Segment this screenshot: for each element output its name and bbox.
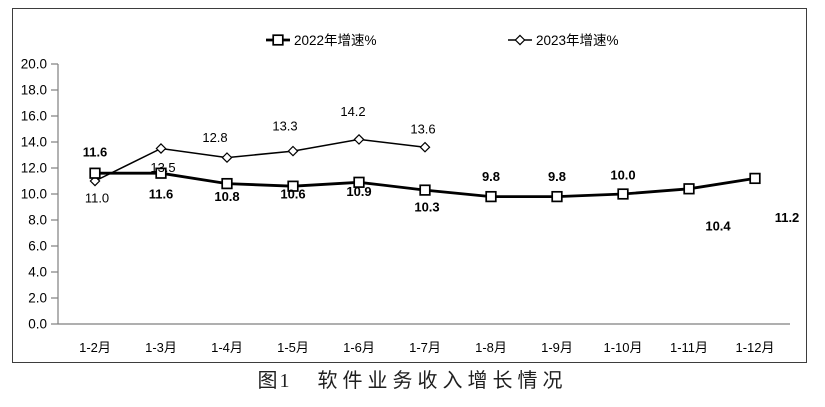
data-point-label: 10.0 [610, 168, 635, 183]
y-axis-tick-label: 12.0 [21, 161, 47, 176]
data-point-label: 10.4 [705, 218, 731, 233]
axes: 0.0 2.0 4.0 6.0 8.0 10.0 12.0 14.0 16.0 18.0 20.0 1… [21, 57, 790, 355]
data-point-label: 11.0 [85, 191, 109, 206]
data-labels-2022年增速%: 11.6 11.6 10.8 10.6 10.9 10.3 9.8 9.8 10.0 10.4 11… [83, 145, 800, 234]
figure-number: 图1 [257, 370, 292, 392]
data-point-label: 13.6 [410, 122, 435, 137]
square-data-marker [221, 177, 233, 190]
x-axis-tick-label: 1-4月 [211, 340, 243, 355]
y-axis-tick-label: 18.0 [21, 83, 47, 98]
square-data-marker [155, 167, 167, 179]
y-axis-tick-label: 2.0 [28, 291, 47, 306]
square-data-marker [287, 180, 299, 192]
x-axis-tick-label: 1-10月 [603, 340, 642, 355]
data-point-label: 11.6 [149, 187, 174, 202]
chart-border-frame [12, 8, 807, 363]
diamond-data-marker [155, 143, 167, 154]
x-axis-tick-label: 1-11月 [670, 340, 708, 355]
y-axis-tick-label: 16.0 [21, 109, 47, 124]
x-axis-tick-label: 1-7月 [409, 340, 441, 355]
y-axis-tick-label: 10.0 [21, 187, 47, 202]
data-point-label: 14.2 [340, 104, 365, 119]
y-axis-tick-label: 14.0 [21, 135, 47, 150]
y-axis-tick-label: 6.0 [28, 239, 47, 254]
data-point-label: 11.2 [775, 210, 800, 225]
x-axis-tick-label: 1-12月 [735, 340, 774, 355]
y-axis-tick-label: 20.0 [21, 57, 47, 72]
data-point-label: 12.8 [202, 130, 227, 145]
y-axis-tick-label: 0.0 [28, 317, 47, 332]
y-axis-tick-label: 4.0 [28, 265, 47, 280]
square-data-marker [353, 176, 365, 188]
legend: 2022年增速% 2023年增速% [266, 33, 619, 48]
legend-label: 2022年增速% [294, 33, 377, 48]
square-data-marker [617, 188, 629, 200]
square-legend-marker [272, 34, 284, 46]
data-point-label: 10.9 [346, 184, 371, 199]
series-2022年增速% [89, 167, 761, 203]
square-data-marker [89, 167, 101, 179]
square-data-marker [419, 184, 431, 196]
diamond-legend-marker [514, 34, 526, 46]
figure-title: 软件业务收入增长情况 [317, 370, 568, 392]
square-data-marker [749, 172, 761, 185]
data-point-label: 9.8 [482, 169, 500, 184]
figure-caption: 图1 软件业务收入增长情况 [0, 368, 825, 394]
diamond-data-marker [89, 175, 101, 187]
series-2023年增速% [89, 133, 431, 187]
data-point-label: 9.8 [548, 169, 566, 184]
diamond-data-marker [287, 145, 299, 157]
diamond-data-marker [221, 152, 233, 164]
data-point-label: 10.6 [280, 187, 305, 202]
line-chart: 0.0 2.0 4.0 6.0 8.0 10.0 12.0 14.0 16.0 18.0 20.0 1… [21, 33, 800, 355]
data-point-label: 13.5 [150, 160, 175, 175]
legend-label: 2023年增速% [536, 33, 619, 48]
square-data-marker [551, 190, 563, 203]
square-data-marker [683, 183, 695, 195]
x-axis-tick-label: 1-2月 [79, 340, 111, 355]
series-polyline [94, 138, 426, 182]
data-labels-2023年增速%: 11.0 13.5 12.8 13.3 14.2 13.6 [85, 104, 436, 206]
diamond-data-marker [353, 133, 365, 145]
legend-item-2022年增速%: 2022年增速% [266, 33, 377, 48]
data-point-label: 10.3 [414, 200, 439, 215]
x-axis-tick-label: 1-6月 [343, 340, 375, 355]
y-axis-tick-label: 8.0 [28, 213, 47, 228]
data-point-label: 11.6 [83, 145, 108, 160]
legend-item-2023年增速%: 2023年增速% [508, 33, 619, 48]
x-axis-tick-label: 1-5月 [277, 340, 309, 355]
data-point-label: 10.8 [214, 189, 239, 204]
data-point-label: 13.3 [272, 119, 297, 134]
square-data-marker [485, 190, 497, 203]
x-axis-tick-label: 1-8月 [475, 340, 507, 355]
x-axis-tick-label: 1-9月 [541, 340, 573, 355]
x-axis-tick-label: 1-3月 [145, 340, 177, 355]
diamond-data-marker [419, 141, 431, 153]
